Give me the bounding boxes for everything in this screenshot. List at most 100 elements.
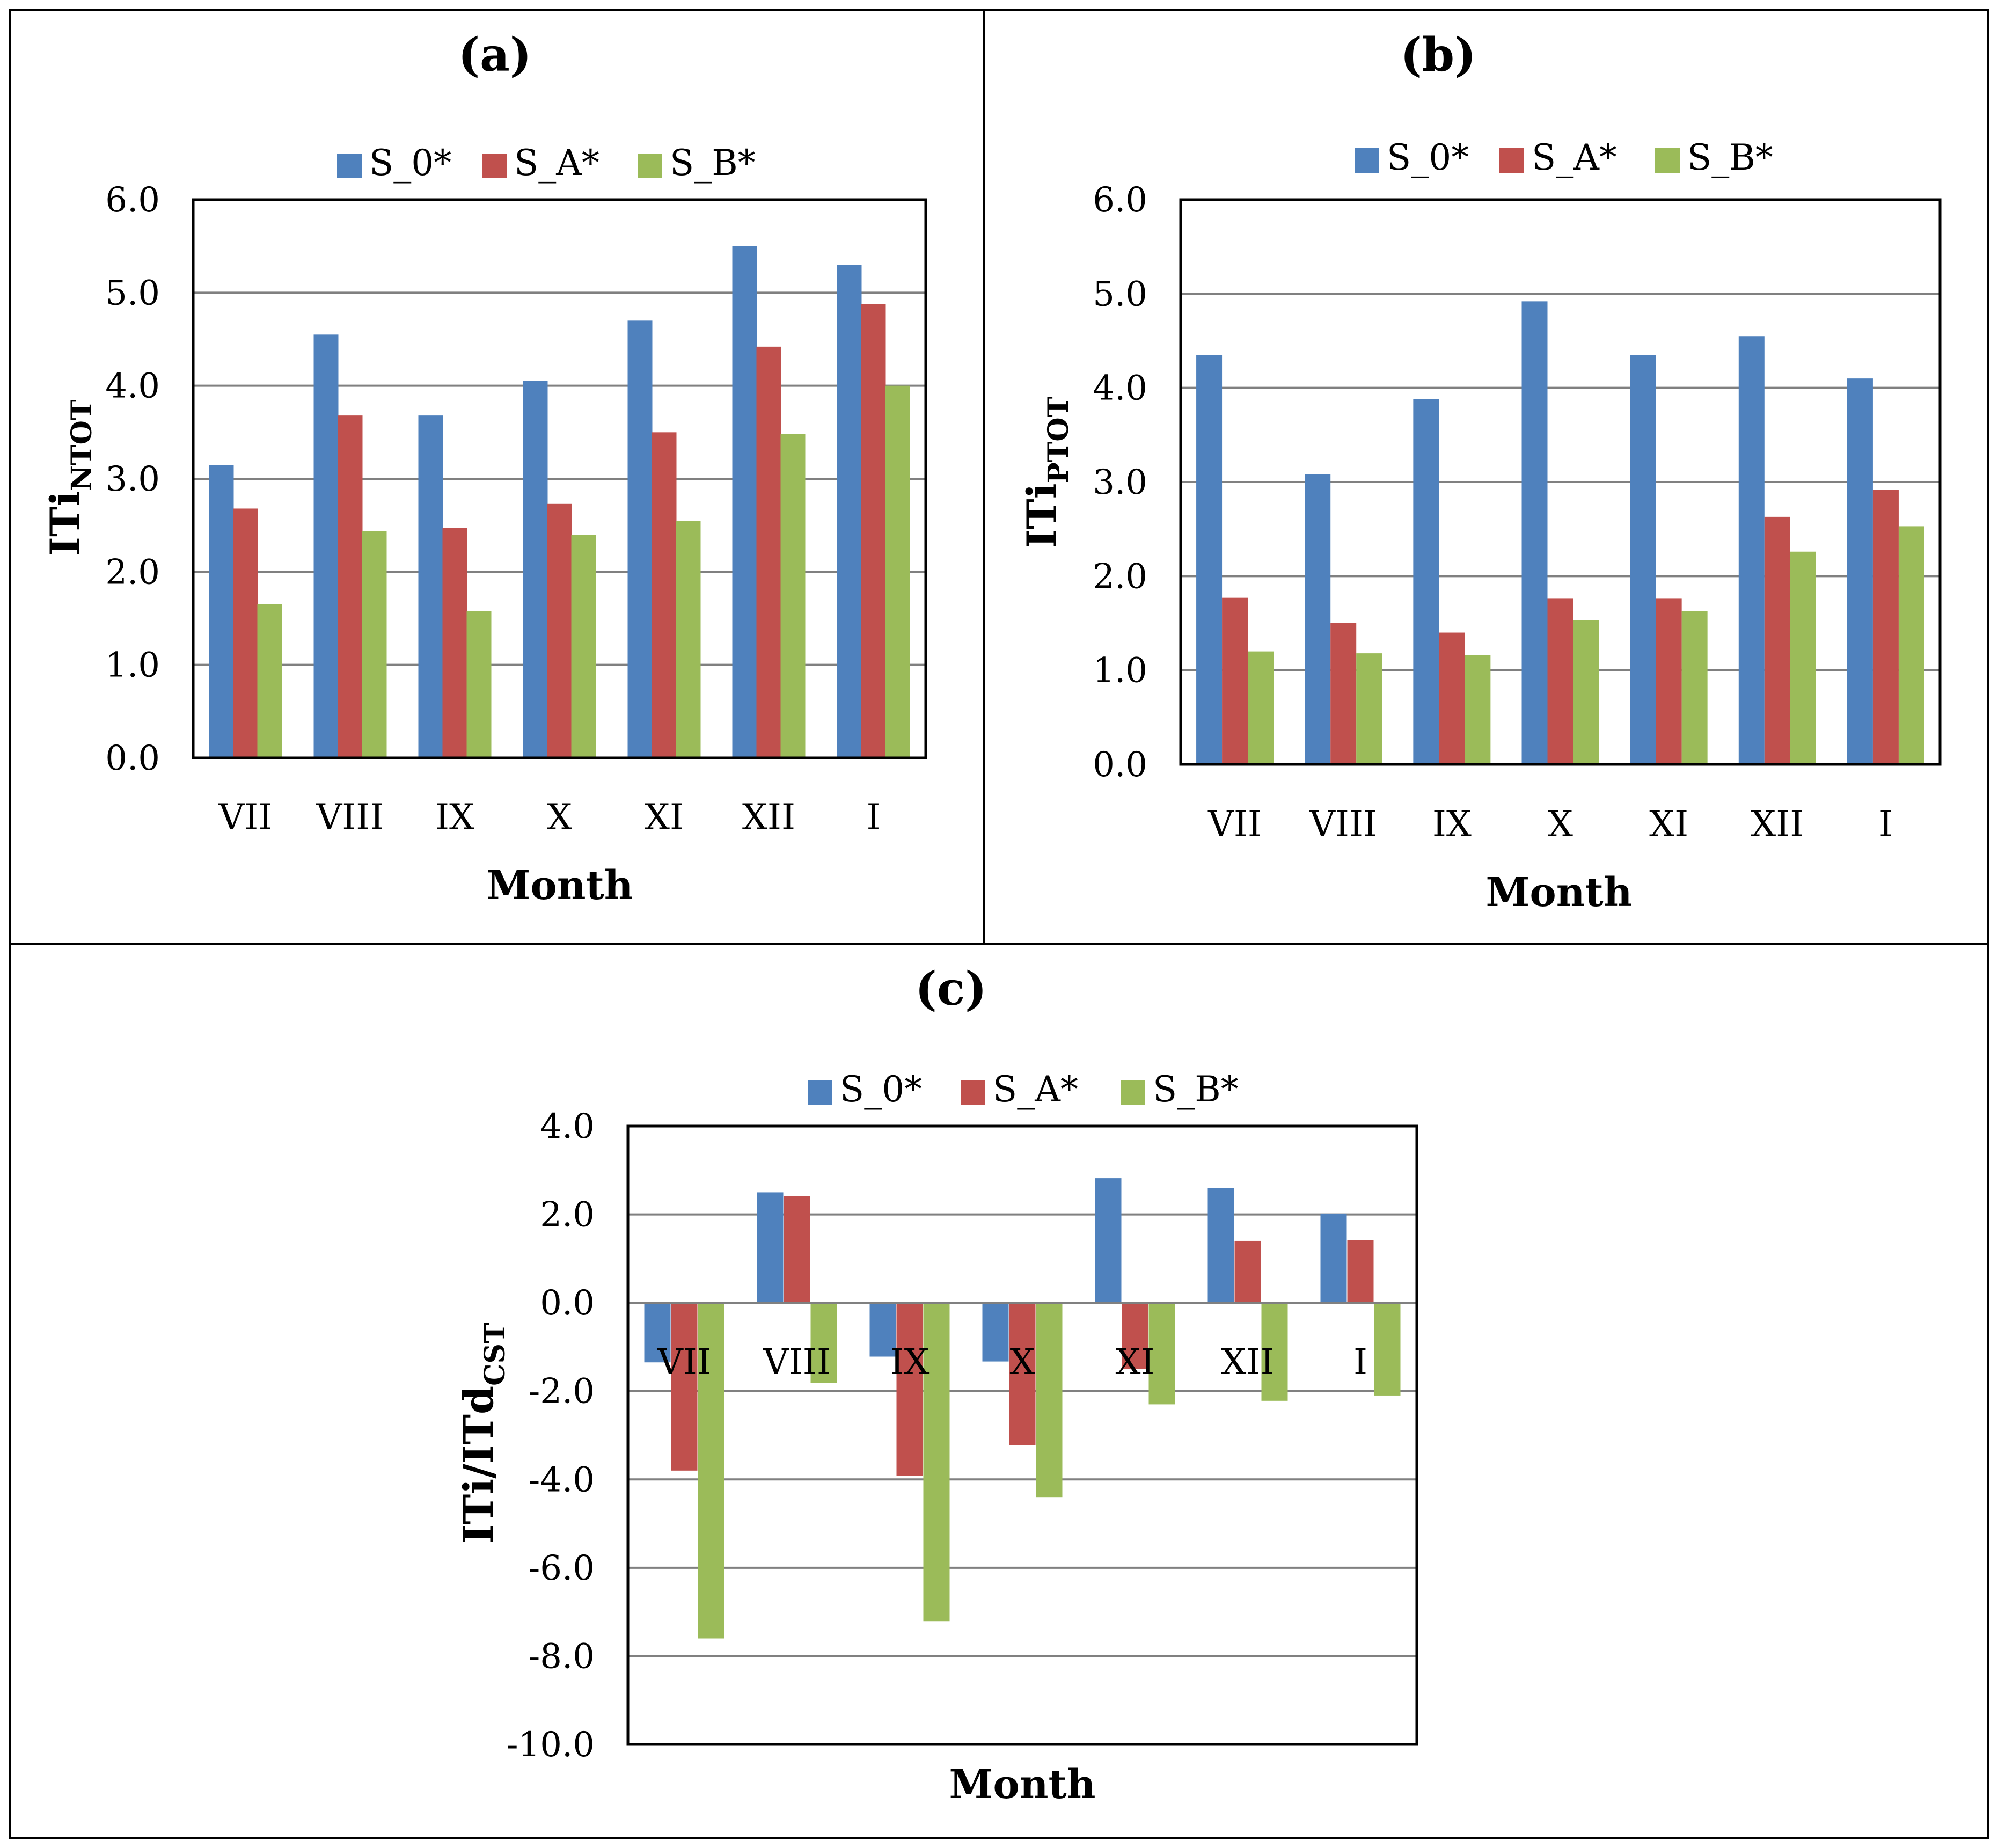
y-axis-title-subscript: PTOT	[1042, 396, 1075, 483]
legend-label-sb: S_B*	[1687, 137, 1773, 178]
y-tick-label: -2.0	[529, 1372, 595, 1412]
x-tick-label: I	[1353, 1341, 1367, 1383]
bar-s0-x	[1521, 301, 1548, 764]
bar-sb-vii	[257, 604, 282, 758]
bar-s0-i	[1847, 378, 1873, 764]
legend: S_0* S_A* S_B*	[808, 1069, 1239, 1110]
bar-sa-xii	[756, 346, 781, 758]
bar-sa-x	[1009, 1303, 1036, 1445]
x-tick-label: IX	[890, 1341, 929, 1383]
y-tick-label: 1.0	[105, 646, 160, 685]
bar-sb-ix	[923, 1303, 950, 1622]
legend-label-s0: S_0*	[840, 1069, 922, 1110]
x-tick-label: VIII	[316, 797, 384, 838]
bars	[1196, 301, 1924, 764]
panel-a: (a) S_0* S_A* S_B* 0.0 1.0 2.0 3.0 4.0 5.0 6.0…	[41, 28, 927, 909]
bar-s0-ix	[418, 415, 443, 758]
bar-sa-vii	[671, 1303, 698, 1471]
legend-swatch-sa	[961, 1080, 985, 1105]
legend-swatch-sb	[1121, 1080, 1145, 1105]
x-tick-label: X	[1548, 804, 1573, 845]
y-tick-label: 4.0	[540, 1107, 595, 1146]
y-tick-label: 2.0	[540, 1195, 595, 1235]
bar-sa-ix	[896, 1303, 923, 1476]
bar-sb-i	[1898, 526, 1924, 764]
legend-label-sa: S_A*	[993, 1069, 1078, 1110]
y-axis-title: ITiNTOT	[41, 399, 98, 556]
bar-sa-i	[861, 304, 886, 758]
bar-sa-vii	[233, 508, 258, 758]
plot-frame	[192, 198, 927, 759]
y-tick-label: 3.0	[1093, 463, 1147, 502]
y-axis-title-subscript: NTOT	[65, 399, 98, 491]
bar-s0-i	[837, 265, 862, 758]
x-tick-label: VII	[218, 797, 273, 838]
legend-swatch-s0	[808, 1080, 832, 1105]
bar-s0-xi	[1095, 1178, 1122, 1303]
bar-s0-i	[1320, 1213, 1347, 1303]
panel-b: (b) S_0* S_A* S_B* 0.0 1.0 2.0 3.0 4.0 5.0 6.0…	[1018, 28, 1942, 916]
legend: S_0* S_A* S_B*	[337, 142, 756, 184]
panel-title: (a)	[458, 28, 531, 82]
bar-sa-viii	[784, 1196, 810, 1303]
bar-s0-xii	[1738, 336, 1765, 764]
y-tick-label: 0.0	[540, 1283, 595, 1323]
y-tick-label: 1.0	[1093, 651, 1147, 691]
bar-s0-xi	[1630, 355, 1656, 764]
bar-s0-vii	[1196, 355, 1223, 764]
legend-swatch-sa	[482, 154, 507, 178]
legend-swatch-sb	[1655, 148, 1680, 173]
bar-s0-viii	[757, 1192, 784, 1303]
bar-sb-ix	[466, 611, 492, 758]
y-tick-label: 0.0	[1093, 745, 1147, 785]
bar-sa-ix	[442, 528, 467, 758]
panel-title: (c)	[915, 962, 987, 1016]
bar-sb-viii	[1356, 653, 1382, 764]
y-tick-label: 4.0	[1093, 369, 1147, 408]
bar-sb-xi	[1148, 1303, 1175, 1405]
legend-label-s0: S_0*	[1387, 137, 1469, 178]
y-axis-ticks: 0.0 1.0 2.0 3.0 4.0 5.0 6.0	[105, 180, 160, 778]
x-tick-label: VIII	[763, 1341, 831, 1383]
x-tick-label: XI	[1115, 1341, 1154, 1383]
panel-title: (b)	[1400, 28, 1476, 82]
x-axis-title: Month	[1485, 870, 1632, 916]
bar-s0-xii	[1207, 1188, 1234, 1303]
legend-label-sb: S_B*	[1153, 1069, 1239, 1110]
bars	[209, 246, 910, 758]
x-axis-title: Month	[949, 1762, 1095, 1808]
legend: S_0* S_A* S_B*	[1355, 137, 1773, 178]
x-tick-label: XI	[1649, 804, 1688, 845]
legend-swatch-sb	[638, 154, 662, 178]
x-tick-label: I	[866, 797, 880, 838]
bar-sa-ix	[1439, 632, 1465, 764]
y-tick-label: 2.0	[105, 552, 160, 592]
bar-s0-vii	[644, 1303, 671, 1363]
bar-sa-x	[1547, 598, 1573, 764]
y-axis-title-subscript: CST	[479, 1323, 511, 1386]
panel-c: (c) S_0* S_A* S_B* -10.0 -8.0 -6.0 -4.0 -2.0…	[455, 962, 1418, 1808]
bar-sb-vii	[698, 1303, 724, 1639]
bar-sa-xi	[1656, 598, 1682, 764]
bar-sa-viii	[338, 415, 363, 758]
plot-frame	[626, 1124, 1418, 1746]
legend-swatch-s0	[337, 154, 362, 178]
legend-swatch-sa	[1499, 148, 1524, 173]
bar-sa-vii	[1222, 597, 1248, 764]
y-tick-label: 4.0	[105, 367, 160, 406]
x-tick-label: IX	[1432, 804, 1472, 845]
bar-sb-i	[1374, 1303, 1401, 1396]
x-tick-label: I	[1879, 804, 1893, 845]
bar-s0-xii	[732, 246, 757, 758]
bar-sb-ix	[1465, 655, 1491, 764]
legend-swatch-s0	[1355, 148, 1379, 173]
bar-s0-xi	[627, 320, 653, 758]
category-labels: VII VIII IX X XI XII I	[1207, 804, 1893, 845]
bar-sb-xii	[780, 434, 806, 758]
bar-sb-x	[1036, 1303, 1063, 1498]
bar-s0-vii	[209, 465, 234, 758]
bar-sb-x	[571, 535, 596, 758]
y-tick-label: 5.0	[105, 273, 160, 313]
x-tick-label: XII	[1221, 1341, 1274, 1383]
